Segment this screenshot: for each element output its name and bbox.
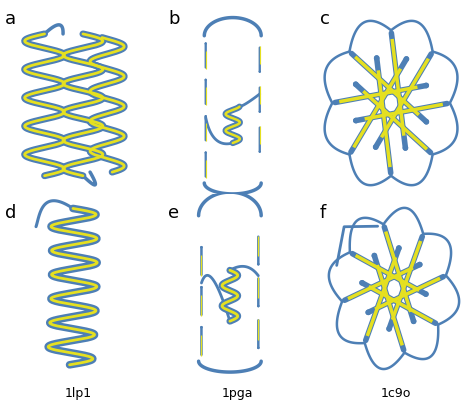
Text: b: b — [168, 10, 180, 28]
Text: a: a — [5, 10, 16, 28]
Text: c: c — [320, 10, 330, 28]
Text: 1c9o: 1c9o — [381, 387, 411, 400]
Text: e: e — [168, 204, 179, 222]
Text: 1pga: 1pga — [221, 387, 253, 400]
Text: d: d — [5, 204, 16, 222]
Text: f: f — [320, 204, 326, 222]
Text: 1lp1: 1lp1 — [64, 387, 92, 400]
